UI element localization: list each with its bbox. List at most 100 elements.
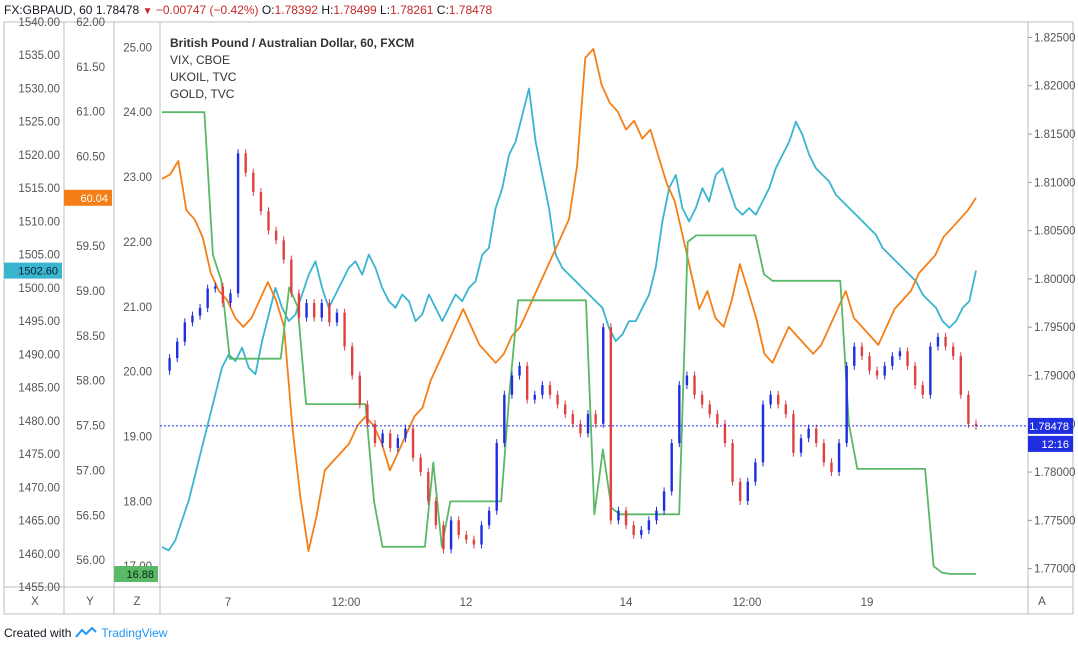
price-candle — [449, 520, 453, 550]
price-candle — [640, 530, 643, 535]
price-candle — [411, 428, 415, 458]
gold-tick-label: 1540.00 — [18, 17, 60, 29]
price-candle — [700, 394, 704, 405]
price-candle — [974, 423, 978, 426]
price-candle — [510, 375, 514, 395]
ukoil-last-badge-bg — [64, 189, 112, 206]
gold-tick-label: 1500.00 — [18, 283, 60, 295]
vix-tick-label: 20.00 — [123, 367, 152, 379]
price-candle — [465, 534, 468, 540]
ukoil-tick-label: 58.50 — [76, 331, 105, 343]
axis-z-button[interactable]: Z — [133, 596, 140, 608]
price-candle — [708, 404, 711, 415]
vix-series-line — [162, 111, 976, 575]
ukoil-tick-label: 56.50 — [76, 510, 105, 522]
x-tick-label: 12 — [460, 597, 473, 609]
price-candle — [571, 414, 575, 424]
price-candle — [602, 327, 605, 424]
price-candle — [769, 394, 772, 405]
price-candle — [579, 423, 582, 434]
price-candle — [799, 438, 803, 453]
close-label: C: — [436, 3, 449, 17]
price-candle — [335, 312, 339, 323]
price-candle — [373, 423, 377, 444]
price-candle — [503, 394, 506, 444]
vix-tick-label: 22.00 — [123, 237, 152, 249]
price-candle — [845, 365, 848, 444]
gbpaud-tick-label: 1.82000 — [1034, 81, 1076, 93]
price-candle — [282, 240, 285, 260]
price-candle — [815, 428, 818, 444]
ukoil-tick-label: 56.00 — [76, 555, 105, 567]
price-candle — [274, 230, 278, 241]
axis-ticks: 1540.00 1535.00 1530.00 1525.00 1520.00 1515.… — [18, 17, 1075, 609]
price-candle — [967, 394, 970, 424]
price-candle — [198, 307, 202, 316]
gold-tick-label: 1490.00 — [18, 349, 60, 361]
legend-entry: British Pound / Australian Dollar, 60, F… — [170, 36, 414, 50]
price-candle — [944, 336, 947, 347]
axis-y-button[interactable]: Y — [86, 596, 94, 608]
tradingview-link[interactable]: TradingView — [101, 626, 168, 640]
price-candle — [959, 356, 962, 395]
price-candle — [457, 520, 460, 535]
chart-canvas[interactable]: 1540.00 1535.00 1530.00 1525.00 1520.00 1515.… — [0, 0, 1078, 620]
price-candle — [853, 346, 856, 366]
price-candle — [396, 438, 400, 448]
price-candle — [495, 443, 498, 511]
price-candle — [358, 375, 361, 405]
tradingview-logo-icon — [75, 627, 98, 638]
vix-tick-label: 23.00 — [123, 172, 152, 184]
axis-a-button[interactable]: A — [1038, 596, 1046, 608]
price-candle — [670, 443, 673, 492]
ukoil-tick-label: 60.50 — [76, 152, 105, 164]
price-candle — [746, 481, 749, 502]
price-candle — [807, 428, 810, 439]
chart-legend: British Pound / Australian Dollar, 60, F… — [170, 36, 414, 101]
gold-tick-label: 1455.00 — [18, 582, 60, 594]
price-candle — [792, 414, 795, 453]
high-value: 1.78499 — [333, 3, 377, 17]
left-axis-panel-2 — [114, 22, 160, 587]
price-candle — [389, 433, 392, 448]
vix-last-badge: 16.88 — [126, 569, 154, 581]
price-candle — [480, 525, 483, 545]
x-tick-label: 14 — [620, 597, 633, 609]
gold-tick-label: 1475.00 — [18, 449, 60, 461]
vix-tick-label: 25.00 — [123, 42, 152, 54]
chart-series — [160, 48, 1028, 575]
price-candle — [609, 327, 613, 521]
gold-tick-label: 1505.00 — [18, 250, 60, 262]
axis-x-button[interactable]: X — [31, 596, 39, 608]
gold-tick-label: 1460.00 — [18, 549, 60, 561]
price-candle — [419, 457, 422, 473]
price-candle — [366, 404, 369, 424]
price-candle — [951, 346, 955, 357]
high-label: H: — [321, 3, 334, 17]
price-candle — [556, 394, 559, 405]
price-candle — [548, 385, 552, 395]
price-change: −0.00747 (−0.42%) — [155, 3, 259, 17]
symbol-label[interactable]: FX:GBPAUD, 60 — [4, 3, 93, 17]
gold-tick-label: 1485.00 — [18, 383, 60, 395]
gold-tick-label: 1465.00 — [18, 516, 60, 528]
left-axis-panel-1 — [64, 22, 114, 587]
vix-tick-label: 18.00 — [123, 496, 152, 508]
ukoil-series-line — [161, 48, 977, 552]
price-candle — [259, 191, 263, 212]
price-candle — [290, 259, 293, 294]
price-candle — [427, 472, 430, 502]
price-candle — [252, 172, 255, 192]
ukoil-tick-label: 57.00 — [76, 465, 105, 477]
legend-entry: UKOIL, TVC — [170, 70, 237, 84]
countdown-badge-bg — [1028, 435, 1073, 452]
ukoil-tick-label: 62.00 — [76, 17, 105, 29]
ukoil-tick-label: 57.50 — [76, 421, 105, 433]
price-candle — [312, 303, 316, 318]
price-candle — [434, 501, 438, 526]
price-candle — [533, 394, 536, 400]
ukoil-tick-label: 59.50 — [76, 241, 105, 253]
price-candle — [875, 370, 879, 376]
gbpaud-tick-label: 1.80000 — [1034, 274, 1076, 286]
gold-tick-label: 1515.00 — [18, 183, 60, 195]
